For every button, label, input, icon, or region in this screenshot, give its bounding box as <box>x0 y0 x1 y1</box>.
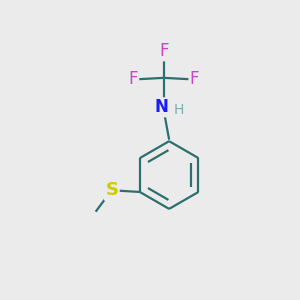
Text: F: F <box>159 42 169 60</box>
Text: F: F <box>129 70 138 88</box>
Text: S: S <box>105 182 118 200</box>
Text: H: H <box>174 103 184 117</box>
Text: F: F <box>189 70 199 88</box>
Text: N: N <box>154 98 168 116</box>
